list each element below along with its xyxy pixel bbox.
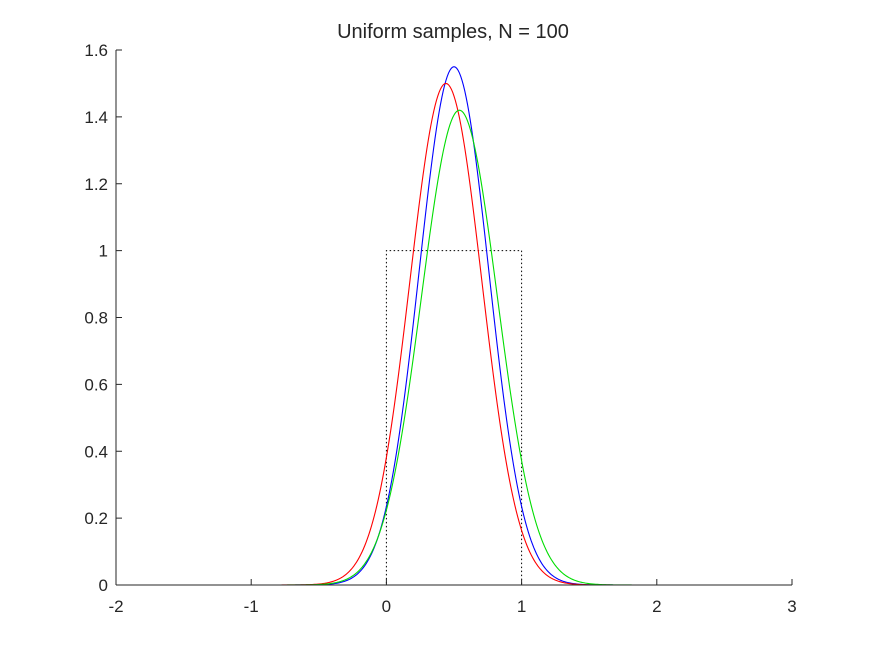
x-tick-label: 1 xyxy=(517,597,526,616)
y-tick-label: 0.6 xyxy=(84,375,108,394)
x-tick-label: 3 xyxy=(787,597,796,616)
y-tick-label: 1 xyxy=(99,242,108,261)
axes: -2 -1 0 1 2 3 0 0.2 0.4 0.6 0.8 1 1.2 1.4 1.6 xyxy=(84,41,796,616)
x-tick-label: 0 xyxy=(382,597,391,616)
y-tick-label: 1.2 xyxy=(84,175,108,194)
y-tick-label: 0 xyxy=(99,576,108,595)
y-tick-label: 1.4 xyxy=(84,108,108,127)
x-tick-label: -1 xyxy=(244,597,259,616)
chart-title: Uniform samples, N = 100 xyxy=(337,21,569,43)
y-tick-label: 0.8 xyxy=(84,309,108,328)
x-tick-label: 2 xyxy=(652,597,661,616)
y-tick-label: 0.4 xyxy=(84,442,108,461)
x-tick-label: -2 xyxy=(108,597,123,616)
y-tick-label: 1.6 xyxy=(84,41,108,60)
y-tick-label: 0.2 xyxy=(84,509,108,528)
